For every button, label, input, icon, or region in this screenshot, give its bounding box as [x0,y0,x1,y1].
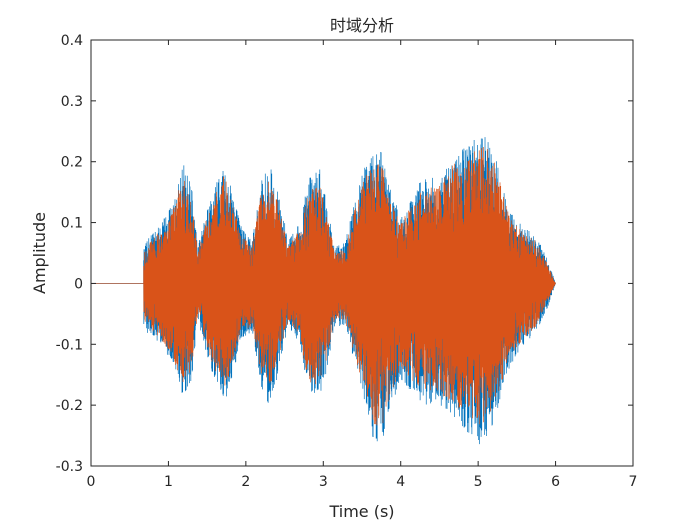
x-axis-label: Time (s) [328,502,394,521]
x-tick-label: 6 [551,474,560,490]
y-tick-label: 0.2 [61,155,83,171]
chart-title: 时域分析 [330,16,394,35]
series-layer [91,137,556,445]
x-tick-label: 4 [396,474,405,490]
y-axis-label: Amplitude [30,212,49,294]
x-tick-label: 2 [241,474,250,490]
axes-layer [90,39,634,467]
axes-box [90,39,634,467]
y-tick-label: -0.3 [56,459,83,475]
x-tick-label: 7 [629,474,638,490]
x-tick-label: 1 [164,474,173,490]
y-tick-label: 0.4 [61,33,83,49]
series-line-2 [91,146,556,426]
y-tick-label: 0.1 [61,216,83,232]
x-tick-label: 0 [87,474,96,490]
y-tick-label: -0.2 [56,398,83,414]
y-tick-label: 0.3 [61,94,83,110]
y-tick-label: 0 [74,276,83,292]
y-tick-label: -0.1 [56,337,83,353]
x-tick-label: 5 [474,474,483,490]
ticks-layer: 0 1 2 3 4 5 6 7 -0.3 -0.2 -0.1 0 0.1 0.2 0.3 0.4 [56,33,638,490]
x-tick-label: 3 [319,474,328,490]
